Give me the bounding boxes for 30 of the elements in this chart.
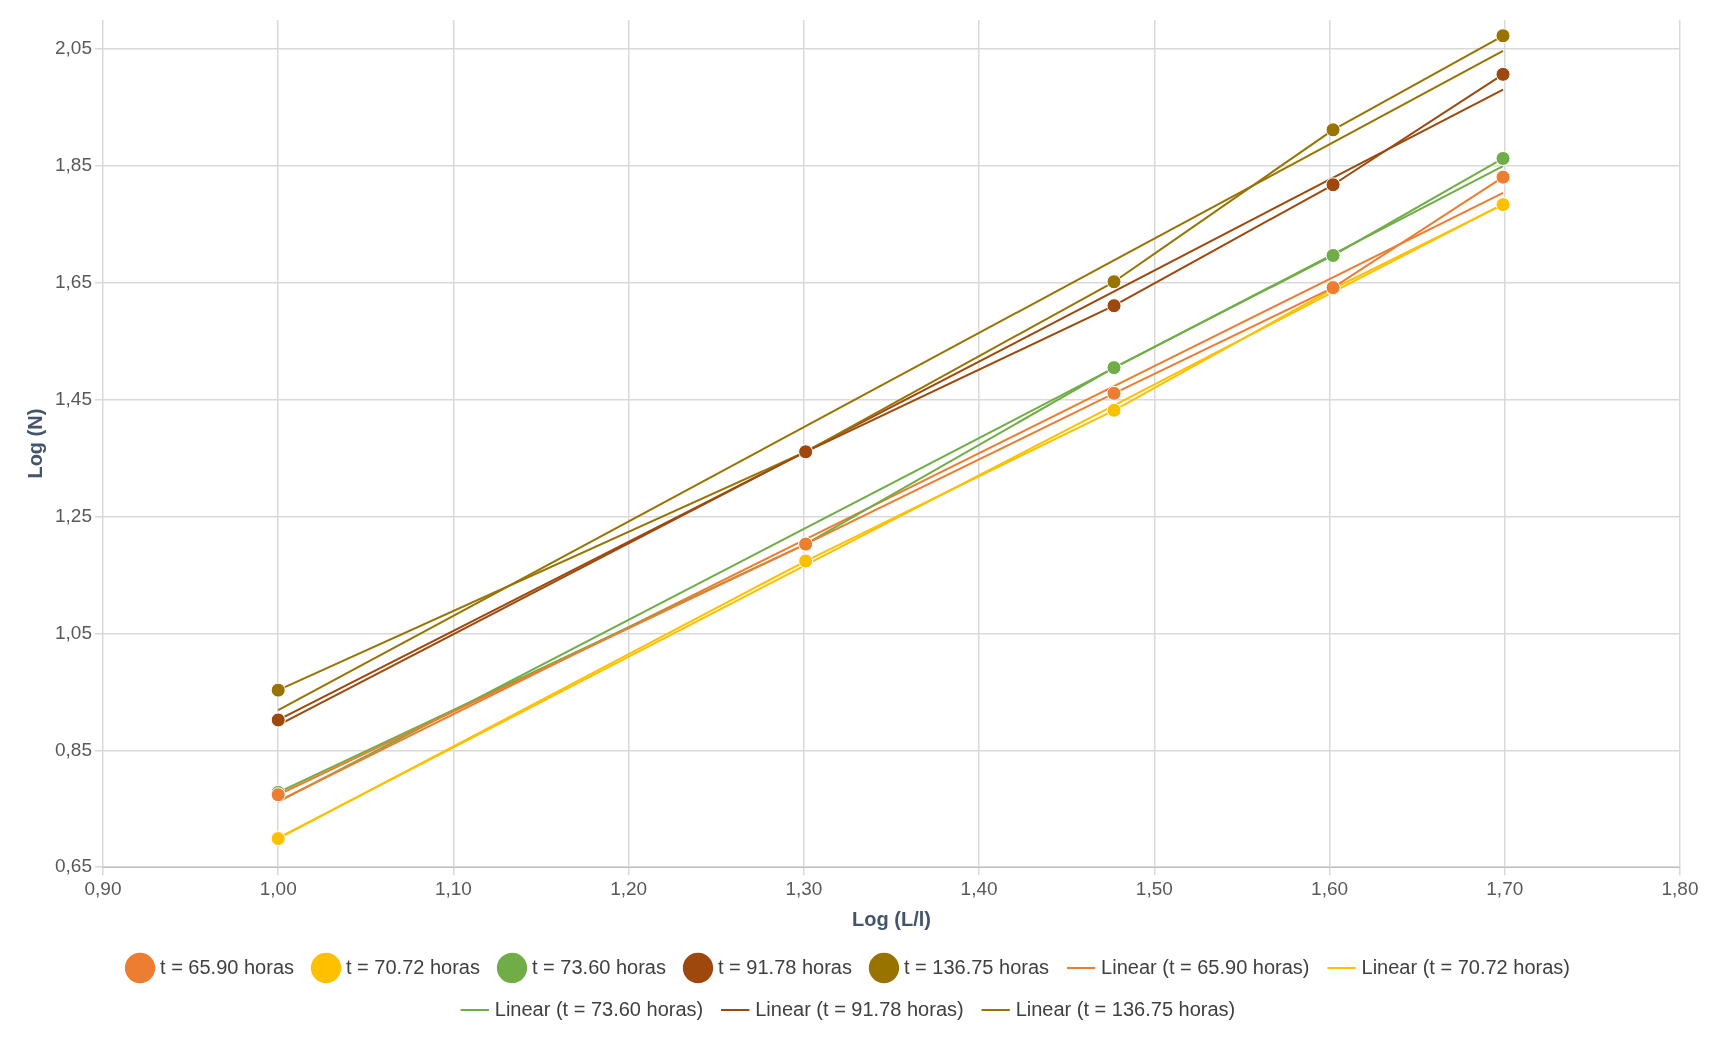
- x-tick-label: 1,20: [610, 877, 648, 899]
- legend-label: t = 136.75 horas: [903, 955, 1050, 978]
- y-tick-label: 2,05: [55, 37, 92, 59]
- legend-label: Linear (t = 73.60 horas): [494, 997, 704, 1020]
- y-tick-label: 1,65: [55, 271, 92, 293]
- legend-label: t = 91.78 horas: [717, 955, 852, 978]
- x-tick-label: 1,30: [785, 877, 823, 899]
- x-tick-label: 0,90: [84, 877, 122, 899]
- legend-label: t = 65.90 horas: [160, 955, 294, 978]
- y-tick-label: 1,05: [55, 621, 92, 643]
- y-tick-label: 0,65: [55, 855, 92, 877]
- x-tick-label: 1,00: [259, 877, 297, 899]
- legend-label: Linear (t = 65.90 horas): [1101, 955, 1310, 978]
- y-tick-label: 1,25: [55, 504, 92, 526]
- legend-label: t = 70.72 horas: [346, 955, 480, 978]
- x-tick-label: 1,60: [1311, 877, 1349, 899]
- x-tick-label: 1,80: [1661, 877, 1699, 899]
- legend-label: Linear (t = 136.75 horas): [1015, 997, 1236, 1020]
- x-axis-title: Log (L/l): [852, 907, 931, 930]
- x-tick-label: 1,40: [960, 877, 998, 899]
- x-tick-label: 1,50: [1135, 877, 1173, 899]
- legend-label: Linear (t = 70.72 horas): [1361, 955, 1570, 978]
- y-tick-label: 1,85: [55, 154, 92, 176]
- legend-label: t = 73.60 horas: [531, 955, 666, 978]
- x-tick-label: 1,70: [1486, 877, 1524, 899]
- y-axis-title: Log (N): [23, 408, 46, 479]
- y-tick-label: 0,85: [55, 738, 92, 760]
- legend-label: Linear (t = 91.78 horas): [755, 997, 964, 1020]
- y-tick-label: 1,45: [55, 388, 92, 410]
- x-tick-label: 1,10: [434, 877, 472, 899]
